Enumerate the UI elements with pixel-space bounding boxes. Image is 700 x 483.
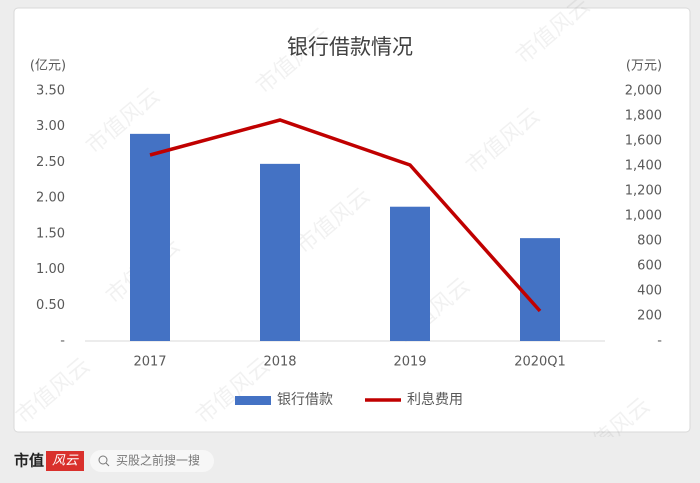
line <box>149 118 542 313</box>
y2-tick-label: 400 <box>637 284 662 299</box>
footer-logo: 风云 <box>52 454 79 469</box>
y-tick-label: 2.00 <box>36 191 65 206</box>
chart-title: 银行借款情况 <box>287 35 413 59</box>
legend-label: 利息费用 <box>407 391 463 408</box>
bar <box>260 163 300 341</box>
y2-tick-label: 1,800 <box>625 109 662 124</box>
search-icon <box>105 462 110 467</box>
y-tick-label: 3.00 <box>36 119 65 134</box>
y-tick-label: 1.00 <box>36 262 65 277</box>
y-tick-label: 2.50 <box>36 155 65 170</box>
y-tick-label: 3.50 <box>36 84 65 99</box>
bar <box>390 206 430 341</box>
bar <box>130 133 170 341</box>
y2-axis-label: (万元) <box>626 59 662 74</box>
legend-swatch <box>235 396 271 405</box>
y2-tick-label: 200 <box>637 309 662 324</box>
search-icon <box>98 455 108 465</box>
y2-tick-label: 600 <box>637 259 662 274</box>
y2-tick-label: 1,600 <box>625 134 662 149</box>
y2-tick-label: 2,000 <box>625 84 662 99</box>
y-tick-label: - <box>60 334 65 349</box>
bar <box>520 238 560 341</box>
x-tick-label: 2019 <box>393 355 426 370</box>
search-box[interactable] <box>90 450 214 472</box>
y2-tick-label: 1,000 <box>625 209 662 224</box>
y-tick-label: 1.50 <box>36 226 65 241</box>
footer-logo-bg <box>46 451 84 471</box>
y-axis-label: (亿元) <box>30 59 66 74</box>
y2-tick-label: 1,400 <box>625 159 662 174</box>
x-tick-label: 2018 <box>263 355 296 370</box>
y-tick-label: 0.50 <box>36 298 65 313</box>
x-tick-label: 2020Q1 <box>514 355 566 370</box>
footer-brand: 市值 <box>14 452 44 470</box>
y2-tick-label: 1,200 <box>625 184 662 199</box>
y2-tick-label: - <box>657 334 662 349</box>
search-placeholder: 买股之前搜一搜 <box>116 453 200 468</box>
legend-label: 银行借款 <box>277 392 333 408</box>
y2-tick-label: 800 <box>637 234 662 249</box>
x-tick-label: 2017 <box>133 355 166 370</box>
